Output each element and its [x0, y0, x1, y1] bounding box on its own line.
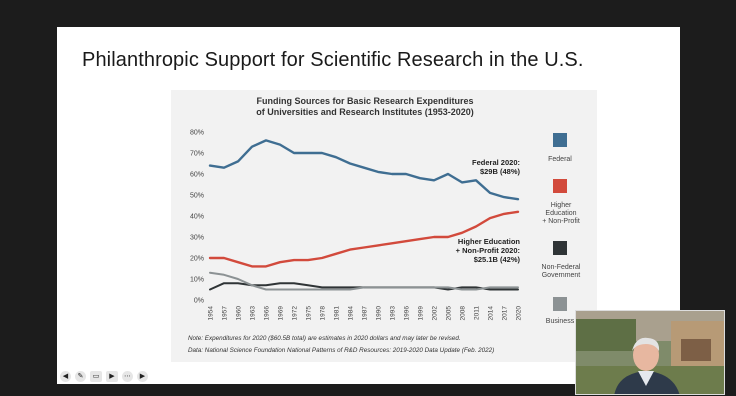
x-tick-label: 2020 [516, 306, 523, 321]
legend-label-business: Business [545, 318, 575, 325]
legend-label-non-federal: Non-Federal Government [527, 264, 595, 280]
x-tick-label: 2017 [502, 306, 509, 321]
chart-title-block: Funding Sources for Basic Research Expen… [190, 96, 540, 118]
presentation-controls: ◀ ✎ ▭ ▶ ⋯ ▶ [60, 370, 148, 382]
slide-title: Philanthropic Support for Scientific Res… [82, 49, 584, 71]
speaker-video-image [576, 311, 724, 394]
x-tick-label: 1978 [320, 306, 327, 321]
annotation-federal: Federal 2020: $29B (48%) [440, 158, 520, 176]
back-icon[interactable]: ◀ [60, 370, 71, 382]
series-line [208, 210, 520, 268]
x-tick-label: 1966 [264, 306, 271, 321]
annotation-federal-line-2: $29B (48%) [479, 167, 520, 176]
annotation-higher-ed-line-3: $25.1B (42%) [473, 255, 520, 264]
x-tick-label: 2005 [446, 306, 453, 321]
y-tick-label: 20% [190, 256, 204, 263]
y-tick-label: 10% [190, 277, 204, 284]
annotation-higher-ed: Higher Education + Non-Profit 2020: $25.… [425, 237, 520, 264]
x-tick-label: 1990 [376, 306, 383, 321]
legend-swatch [553, 179, 567, 193]
y-tick-label: 60% [190, 172, 204, 179]
y-tick-label: 70% [190, 151, 204, 158]
annotation-higher-ed-line-2: + Non-Profit 2020: [455, 246, 520, 255]
x-tick-label: 1975 [306, 306, 313, 321]
legend-swatch [553, 241, 567, 255]
x-tick-label: 2002 [432, 306, 439, 321]
x-tick-label: 1999 [418, 306, 425, 321]
pen-icon[interactable]: ✎ [75, 370, 86, 382]
legend-label-higher-ed: Higher Education + Non-Profit [527, 202, 595, 226]
speaker-video[interactable] [575, 310, 725, 395]
legend-nonfed-line-1: Non-Federal [541, 264, 581, 271]
x-tick-label: 1954 [208, 306, 215, 321]
chart-panel [171, 90, 597, 362]
x-tick-label: 1957 [222, 306, 229, 321]
x-tick-label: 1960 [236, 306, 243, 321]
legend-swatch [553, 133, 567, 147]
x-tick-label: 1993 [390, 306, 397, 321]
more-icon[interactable]: ⋯ [122, 370, 133, 382]
y-tick-label: 40% [190, 214, 204, 221]
video-icon[interactable]: ▶ [106, 370, 118, 382]
annotation-federal-line-1: Federal 2020: [472, 158, 520, 167]
y-tick-label: 80% [190, 130, 204, 137]
series-line [208, 139, 520, 201]
series-line [209, 271, 519, 291]
chart-note: Note: Expenditures for 2020 ($60.5B tota… [188, 335, 461, 342]
legend-higher-line-3: + Non-Profit [542, 218, 580, 225]
forward-icon[interactable]: ▶ [137, 370, 148, 382]
y-tick-label: 30% [190, 235, 204, 242]
legend-swatch [553, 297, 567, 311]
x-tick-label: 1987 [362, 306, 369, 321]
x-tick-label: 1996 [404, 306, 411, 321]
legend-higher-line-2: Education [545, 210, 577, 217]
y-tick-label: 0% [194, 298, 204, 305]
x-tick-label: 1963 [250, 306, 257, 321]
x-tick-label: 1972 [292, 306, 299, 321]
x-tick-label: 2008 [460, 306, 467, 321]
chart-subtitle: of Universities and Research Institutes … [256, 107, 474, 117]
x-tick-label: 2014 [488, 306, 495, 321]
x-tick-label: 1981 [334, 306, 341, 321]
chart-source: Data: National Science Foundation Nation… [188, 347, 495, 354]
legend-nonfed-line-2: Government [541, 272, 581, 279]
legend-label-federal: Federal [548, 156, 572, 163]
legend-higher-line-1: Higher [550, 202, 572, 209]
y-tick-label: 50% [190, 193, 204, 200]
x-tick-label: 2011 [474, 306, 481, 320]
annotation-higher-ed-line-1: Higher Education [457, 237, 520, 246]
x-tick-label: 1969 [278, 306, 285, 321]
cc-icon[interactable]: ▭ [90, 370, 102, 382]
x-tick-label: 1984 [348, 306, 355, 321]
chart-title: Funding Sources for Basic Research Expen… [256, 96, 474, 106]
